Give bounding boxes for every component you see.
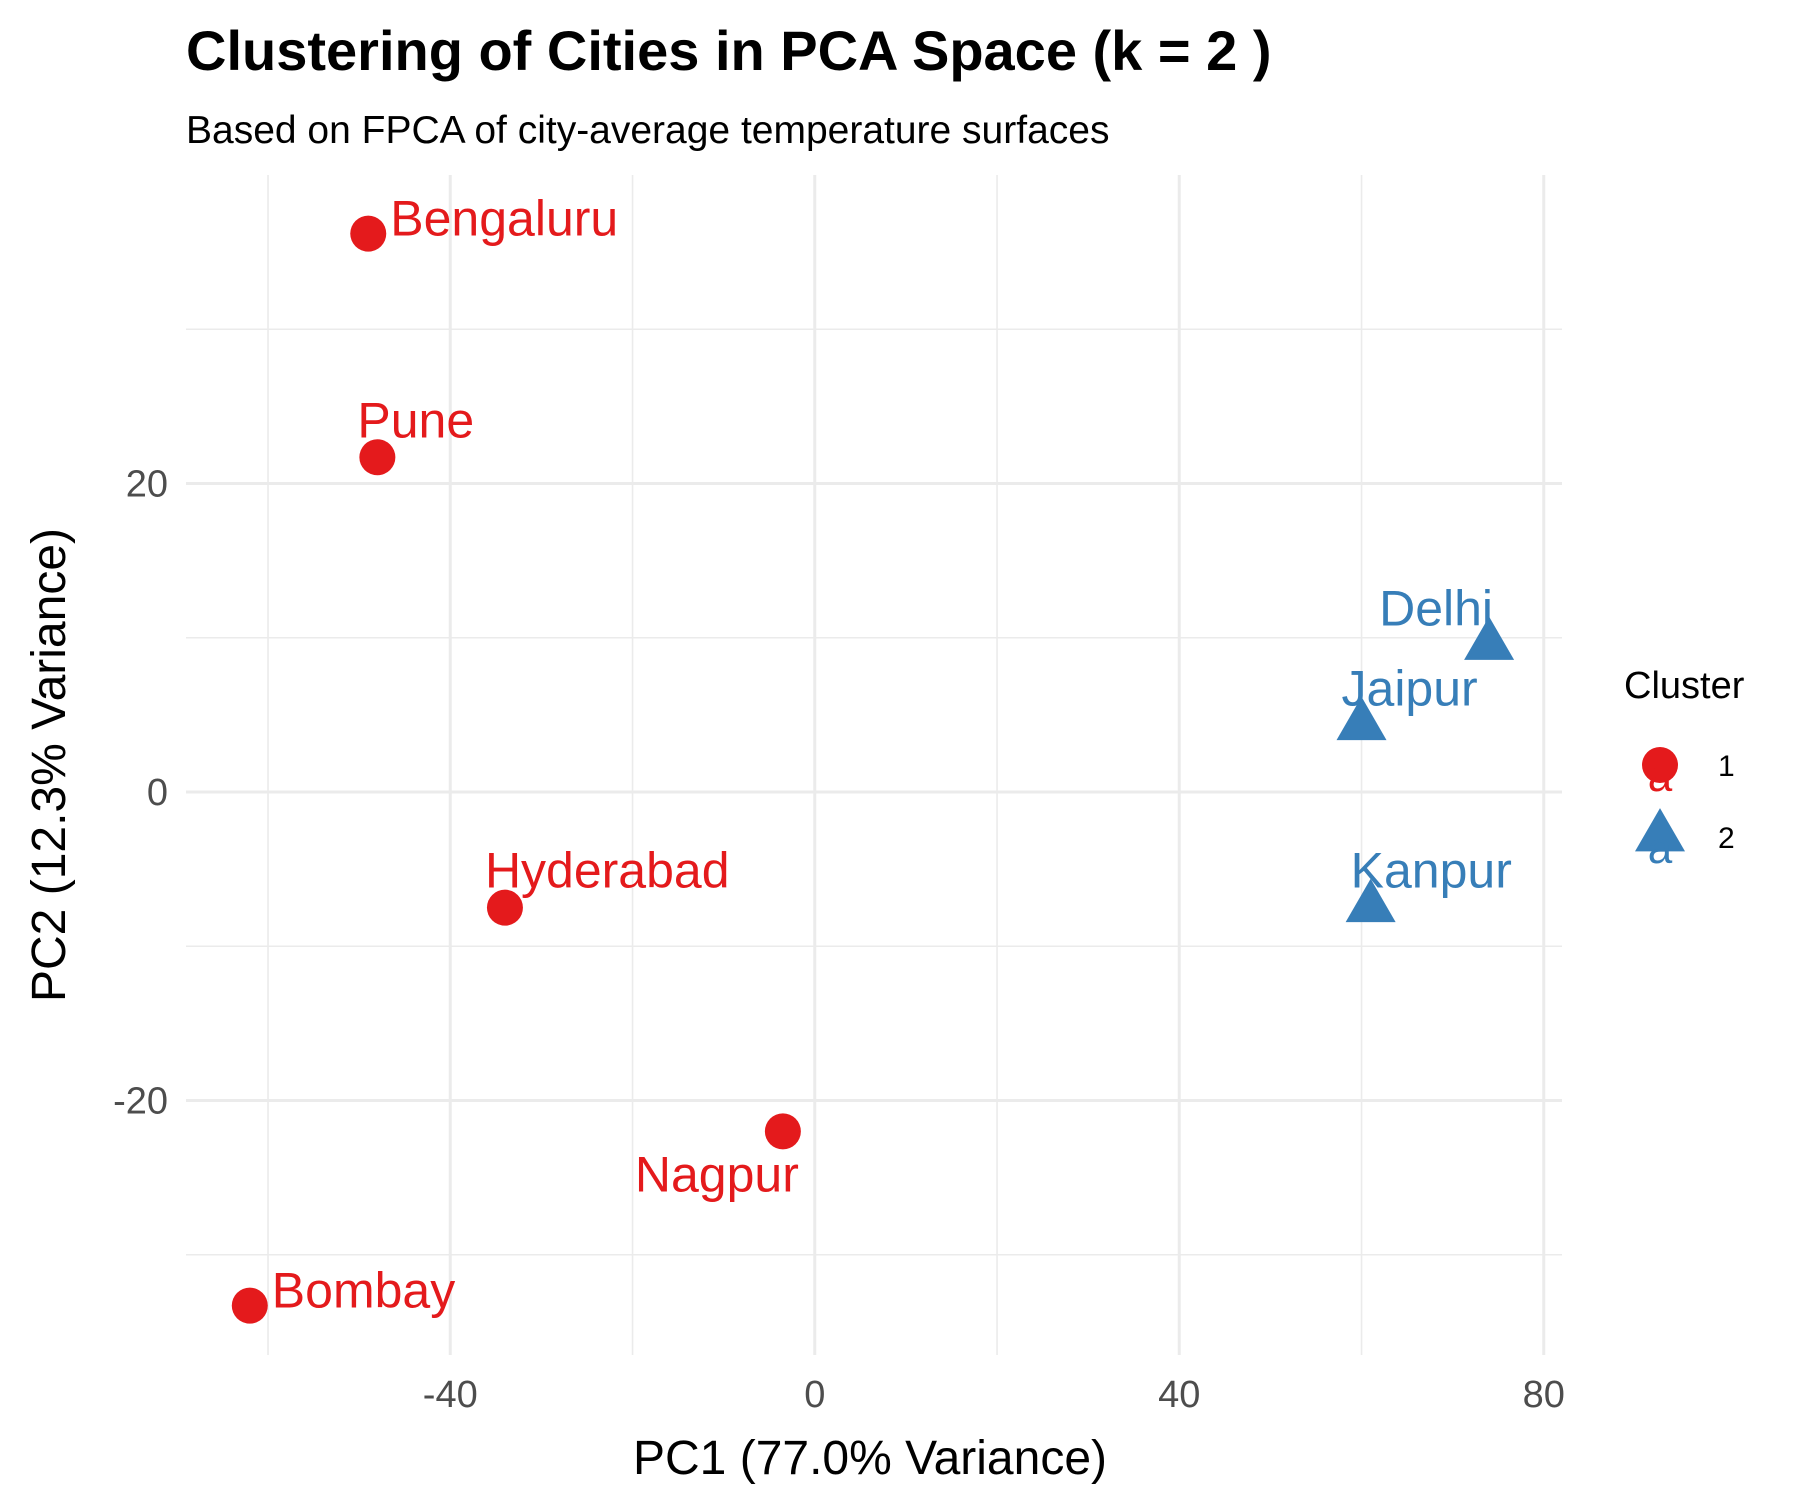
y-tick-label: 20 xyxy=(126,463,168,505)
point-label: Delhi xyxy=(1379,580,1493,636)
y-tick-label: -20 xyxy=(113,1080,168,1122)
x-axis-title: PC1 (77.0% Variance) xyxy=(633,1432,1107,1485)
grid xyxy=(186,175,1562,1355)
point-labels: Bengaluru Pune Hyderabad Nagpur Bombay Delhi J… xyxy=(272,191,1512,1319)
legend-entries: a 1 a 2 xyxy=(1635,747,1735,873)
chart-subtitle: Based on FPCA of city-average temperatur… xyxy=(186,109,1109,152)
data-points xyxy=(231,215,1515,1324)
point-label: Nagpur xyxy=(635,1146,799,1202)
axis-ticks: -40 0 40 80 -20 0 20 xyxy=(113,463,1565,1416)
x-tick-label: -40 xyxy=(423,1374,478,1416)
point-label: Pune xyxy=(357,392,474,448)
cluster-1-point xyxy=(359,439,396,476)
legend-key-glyph: a xyxy=(1648,752,1673,801)
cluster-1-point xyxy=(350,215,387,252)
legend-key-circle xyxy=(1642,747,1678,783)
x-tick-label: 0 xyxy=(804,1374,825,1416)
legend-label: 2 xyxy=(1718,822,1735,855)
legend-key-glyph: a xyxy=(1648,824,1673,873)
y-axis-title: PC2 (12.3% Variance) xyxy=(23,528,76,1002)
legend-label: 1 xyxy=(1718,750,1735,783)
legend: Cluster a 1 a 2 xyxy=(1624,665,1745,873)
point-label: Jaipur xyxy=(1342,661,1478,717)
legend-key-triangle xyxy=(1635,808,1685,852)
cluster-2-point xyxy=(1345,878,1396,923)
legend-title: Cluster xyxy=(1624,665,1745,707)
cluster-1-point xyxy=(764,1113,801,1150)
x-tick-label: 40 xyxy=(1158,1374,1200,1416)
cluster-1-point xyxy=(231,1287,268,1324)
cluster-1-point xyxy=(486,889,523,926)
x-tick-label: 80 xyxy=(1523,1374,1565,1416)
cluster-2-point xyxy=(1336,696,1387,741)
point-label: Bengaluru xyxy=(390,191,618,247)
y-tick-label: 0 xyxy=(147,772,168,814)
point-label: Kanpur xyxy=(1351,843,1512,899)
point-label: Bombay xyxy=(272,1263,455,1319)
chart-title: Clustering of Cities in PCA Space (k = 2… xyxy=(186,19,1272,82)
point-label: Hyderabad xyxy=(485,843,730,899)
cluster-2-point xyxy=(1464,616,1515,660)
